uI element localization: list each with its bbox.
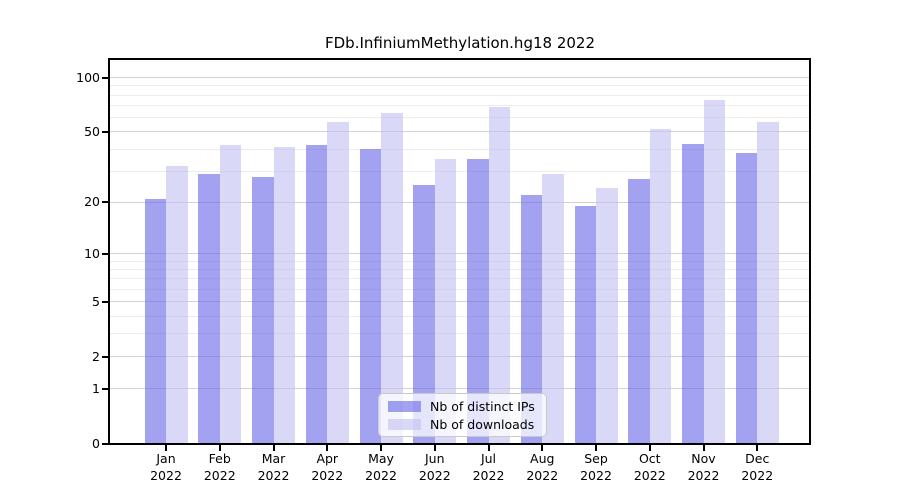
x-tick-mark (702, 445, 705, 451)
x-tick-month: Feb (208, 451, 231, 466)
legend-swatch-downloads (388, 418, 421, 430)
x-tick-year: 2022 (687, 467, 720, 483)
x-tick-mark (541, 445, 544, 451)
x-tick-mark (756, 445, 759, 451)
x-tick-year: 2022 (472, 467, 505, 483)
y-tick-label: 100 (76, 69, 100, 85)
legend-label-ips: Nb of distinct IPs (430, 398, 535, 414)
y-tick-label: 50 (84, 123, 100, 139)
x-tick-label: Oct 2022 (622, 451, 678, 484)
chart-title: FDb.InfiniumMethylation.hg18 2022 (325, 34, 595, 52)
x-tick-label: Mar 2022 (246, 451, 302, 484)
y-tick-label: 1 (92, 380, 100, 396)
x-tick-label: Nov 2022 (676, 451, 732, 484)
x-tick-label: Feb 2022 (192, 451, 248, 484)
x-tick-label: Apr 2022 (299, 451, 355, 484)
legend-label-downloads: Nb of downloads (430, 416, 535, 432)
x-tick-month: Sep (584, 451, 608, 466)
x-tick-mark (648, 445, 651, 451)
x-tick-mark (433, 445, 436, 451)
legend-row-downloads: Nb of downloads (388, 417, 537, 432)
x-tick-year: 2022 (580, 467, 612, 483)
x-tick-label: Jun 2022 (407, 451, 463, 484)
x-tick-mark (380, 445, 382, 451)
x-tick-year: 2022 (526, 467, 559, 483)
legend: Nb of distinct IPs Nb of downloads (378, 393, 547, 437)
x-tick-month: Oct (638, 451, 661, 466)
legend-row-ips: Nb of distinct IPs (388, 399, 537, 414)
x-tick-year: 2022 (418, 467, 451, 483)
x-tick-label: Jan 2022 (138, 451, 194, 484)
x-tick-year: 2022 (633, 467, 666, 483)
x-tick-label: Sep 2022 (568, 451, 624, 484)
legend-swatch-ips (388, 400, 421, 412)
x-tick-year: 2022 (365, 467, 397, 483)
x-tick-year: 2022 (203, 467, 236, 483)
plot-frame (108, 58, 811, 445)
y-tick-label: 10 (84, 245, 100, 261)
x-tick-year: 2022 (257, 467, 290, 483)
x-tick-year: 2022 (150, 467, 182, 483)
y-tick-label: 2 (92, 348, 100, 364)
x-tick-month: Dec (745, 451, 770, 466)
x-tick-month: Jan (156, 451, 176, 466)
y-tick-label: 0 (92, 436, 100, 451)
x-tick-year: 2022 (311, 467, 344, 483)
x-tick-mark (487, 445, 490, 451)
x-tick-month: Nov (691, 451, 716, 466)
y-tick-label: 20 (84, 194, 100, 210)
x-tick-mark (165, 445, 167, 451)
x-tick-mark (272, 445, 275, 451)
x-tick-month: Mar (261, 451, 286, 466)
x-tick-label: Dec 2022 (729, 451, 785, 484)
x-tick-mark (326, 445, 329, 451)
x-tick-label: Jul 2022 (461, 451, 517, 484)
x-tick-month: Jun (424, 451, 445, 466)
x-tick-label: Aug 2022 (514, 451, 570, 484)
x-tick-month: May (368, 451, 394, 466)
y-tick-label: 5 (92, 293, 100, 309)
x-tick-month: Jul (480, 451, 497, 466)
x-tick-month: Aug (530, 451, 555, 466)
x-tick-month: Apr (316, 451, 339, 466)
x-tick-mark (218, 445, 221, 451)
x-tick-mark (595, 445, 597, 451)
x-tick-label: May 2022 (353, 451, 409, 484)
x-tick-year: 2022 (741, 467, 774, 483)
